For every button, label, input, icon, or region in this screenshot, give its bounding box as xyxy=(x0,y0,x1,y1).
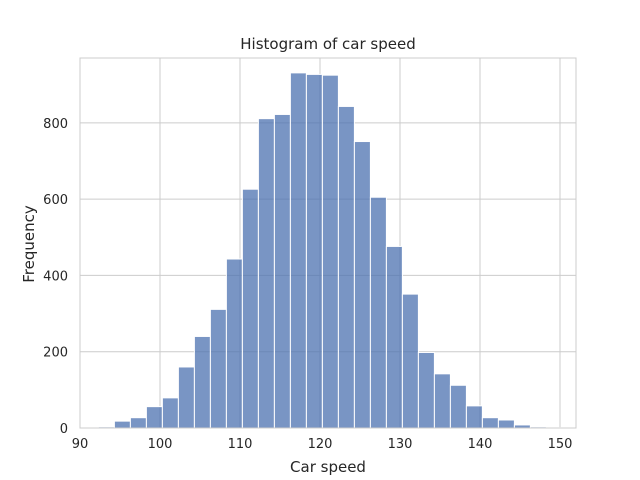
histogram-bar xyxy=(305,73,323,429)
histogram-bar xyxy=(385,245,403,429)
histogram-bar xyxy=(465,405,483,429)
y-tick-labels: 0 200 400 600 800 xyxy=(43,117,68,437)
x-tick-label: 110 xyxy=(228,437,253,452)
histogram-bar xyxy=(337,105,355,429)
histogram-bar xyxy=(401,293,419,429)
histogram-bar xyxy=(417,351,435,429)
histogram-bar xyxy=(177,366,195,429)
histogram-bar xyxy=(321,74,339,429)
plot-frame xyxy=(79,57,577,429)
x-tick-label: 140 xyxy=(468,437,493,452)
x-tick-label: 130 xyxy=(388,437,413,452)
histogram-bar xyxy=(257,118,275,429)
histogram-bar xyxy=(449,384,467,429)
x-tick-label: 90 xyxy=(72,437,89,452)
histogram-bar xyxy=(145,406,163,429)
histogram-bar xyxy=(225,258,243,429)
x-axis-label: Car speed xyxy=(290,458,366,476)
histogram-bar xyxy=(209,308,227,429)
histogram-bar xyxy=(129,417,147,429)
x-tick-labels: 90 100 110 120 130 140 150 xyxy=(72,437,573,452)
y-tick-label: 800 xyxy=(43,117,68,132)
histogram-bar xyxy=(193,335,211,429)
histogram-bar xyxy=(369,196,387,429)
histogram-bar xyxy=(161,397,179,429)
histogram-bars xyxy=(97,72,563,429)
x-tick-label: 150 xyxy=(548,437,573,452)
histogram-bar xyxy=(433,373,451,429)
histogram-bar xyxy=(289,72,307,429)
y-tick-label: 400 xyxy=(43,269,68,284)
x-tick-label: 100 xyxy=(148,437,173,452)
histogram-bar xyxy=(481,417,499,429)
y-tick-label: 600 xyxy=(43,193,68,208)
x-tick-label: 120 xyxy=(308,437,333,452)
histogram-bar xyxy=(241,188,259,429)
y-axis-label: Frequency xyxy=(20,205,38,283)
histogram-bar xyxy=(353,141,371,429)
y-tick-label: 200 xyxy=(43,346,68,361)
histogram-bar xyxy=(497,419,515,429)
y-tick-label: 0 xyxy=(60,422,68,437)
histogram-bar xyxy=(273,113,291,429)
histogram-bar xyxy=(113,420,131,429)
chart-title: Histogram of car speed xyxy=(240,35,416,53)
